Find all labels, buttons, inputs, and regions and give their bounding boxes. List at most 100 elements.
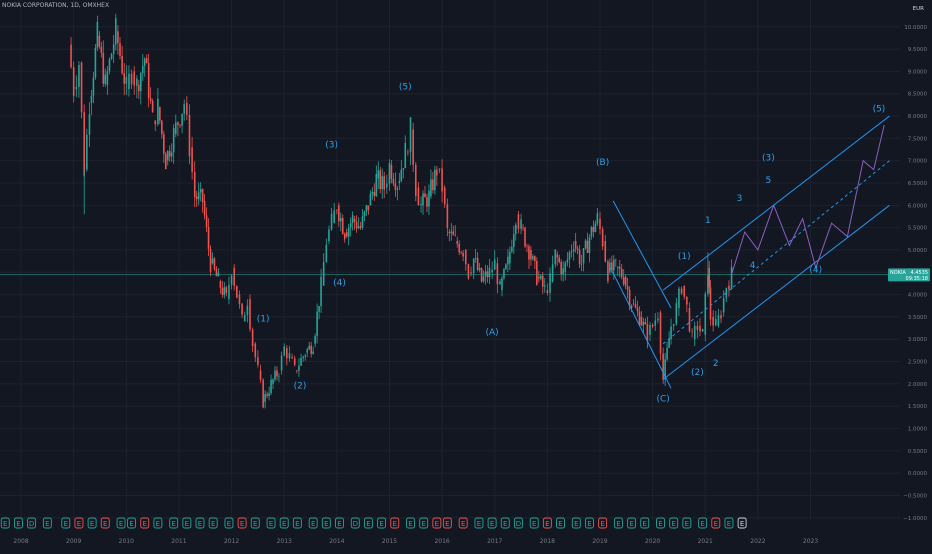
candle-body	[333, 210, 336, 224]
event-marker-letter: E	[408, 520, 412, 528]
price-tick-label: 1.0000	[908, 426, 928, 432]
price-tick-label: −1.0000	[903, 516, 927, 522]
event-marker-letter: E	[143, 520, 147, 528]
time-tick-label: 2020	[645, 538, 660, 545]
candle-body	[166, 151, 169, 161]
candle-body	[464, 249, 467, 265]
event-marker-letter: E	[16, 520, 20, 528]
candle-body	[211, 258, 214, 264]
candle-body	[98, 35, 101, 47]
event-marker: D	[27, 517, 37, 529]
candle-body	[460, 252, 462, 254]
candle-body	[624, 276, 627, 287]
candle-body	[88, 114, 91, 135]
candle-body	[300, 358, 302, 366]
candle-body	[632, 303, 635, 305]
candle-body	[92, 77, 95, 96]
event-marker-box	[87, 517, 97, 529]
candle-body	[130, 73, 133, 85]
candle-body	[363, 211, 366, 217]
candle-body	[379, 170, 382, 190]
wave-label: (2)	[294, 381, 307, 391]
event-marker-box	[13, 517, 23, 529]
candle-body	[562, 268, 564, 275]
event-marker: E	[571, 517, 581, 529]
event-marker-letter: E	[740, 520, 744, 528]
candle-body	[215, 268, 218, 277]
price-tick-label: 10.0000	[904, 25, 927, 31]
event-marker: E	[266, 517, 276, 529]
event-marker: E	[698, 517, 708, 529]
candle-body	[106, 71, 109, 85]
event-marker-box	[224, 517, 234, 529]
event-marker-letter: E	[337, 520, 341, 528]
price-tick-label: 0.5000	[908, 449, 928, 455]
event-marker: E	[711, 517, 721, 529]
wave-label: (1)	[678, 252, 691, 262]
candle-body	[446, 204, 449, 228]
candle-body	[369, 193, 372, 206]
candle-body	[511, 246, 513, 252]
candle-body	[123, 73, 126, 84]
candle-body	[596, 213, 599, 224]
candle-body	[501, 278, 503, 291]
candle-body	[207, 227, 210, 249]
event-marker-box	[292, 517, 302, 529]
candle-body	[462, 252, 464, 257]
candle-body	[136, 78, 138, 86]
event-marker-box	[698, 517, 708, 529]
event-marker: E	[335, 517, 344, 529]
candle-body	[371, 191, 374, 194]
candle-body	[616, 266, 619, 268]
candle-body	[530, 249, 532, 260]
candle-body	[611, 262, 613, 271]
time-tick-label: 2010	[119, 538, 134, 545]
candle-body	[345, 232, 348, 237]
candle-body	[78, 64, 80, 88]
candle-body	[304, 355, 307, 357]
candle-body	[452, 231, 455, 236]
event-marker: E	[208, 517, 218, 529]
candle-body	[205, 215, 208, 228]
candle-body	[355, 221, 358, 229]
candle-body	[570, 251, 573, 253]
candle-body	[520, 219, 522, 229]
candle-body	[701, 329, 704, 332]
candle-body	[432, 179, 434, 191]
price-tick-label: 8.0000	[908, 114, 928, 120]
candle-body	[390, 165, 393, 179]
candle-body	[424, 193, 426, 198]
candle-body	[381, 176, 384, 190]
event-marker: E	[669, 517, 679, 529]
candle-body	[396, 188, 399, 190]
candle-body	[404, 143, 407, 169]
candle-body	[170, 152, 173, 157]
price-tick-label: 3.5000	[908, 315, 928, 321]
candle-body	[386, 183, 388, 188]
event-marker-letter: E	[574, 520, 578, 528]
candle-body	[83, 112, 86, 176]
event-marker: E	[116, 517, 126, 529]
time-tick-label: 2017	[487, 538, 502, 545]
event-marker: E	[61, 517, 71, 529]
candle-body	[659, 312, 662, 354]
event-marker-box	[182, 517, 192, 529]
candle-body	[86, 134, 88, 170]
channel-lower-line	[610, 267, 672, 389]
candle-body	[367, 205, 370, 210]
candle-body	[668, 339, 670, 348]
candle-body	[704, 293, 707, 335]
event-marker: E	[487, 517, 497, 529]
price-tick-label: 0.0000	[908, 471, 928, 477]
wave-label: (2)	[691, 368, 704, 378]
candle-body	[114, 18, 117, 45]
candle-body	[582, 248, 585, 264]
candle-body	[649, 324, 651, 335]
candle-body	[580, 263, 583, 265]
candle-body	[298, 365, 300, 371]
candle-body	[456, 241, 459, 244]
event-marker: E	[724, 517, 734, 529]
event-marker: E	[556, 517, 565, 529]
